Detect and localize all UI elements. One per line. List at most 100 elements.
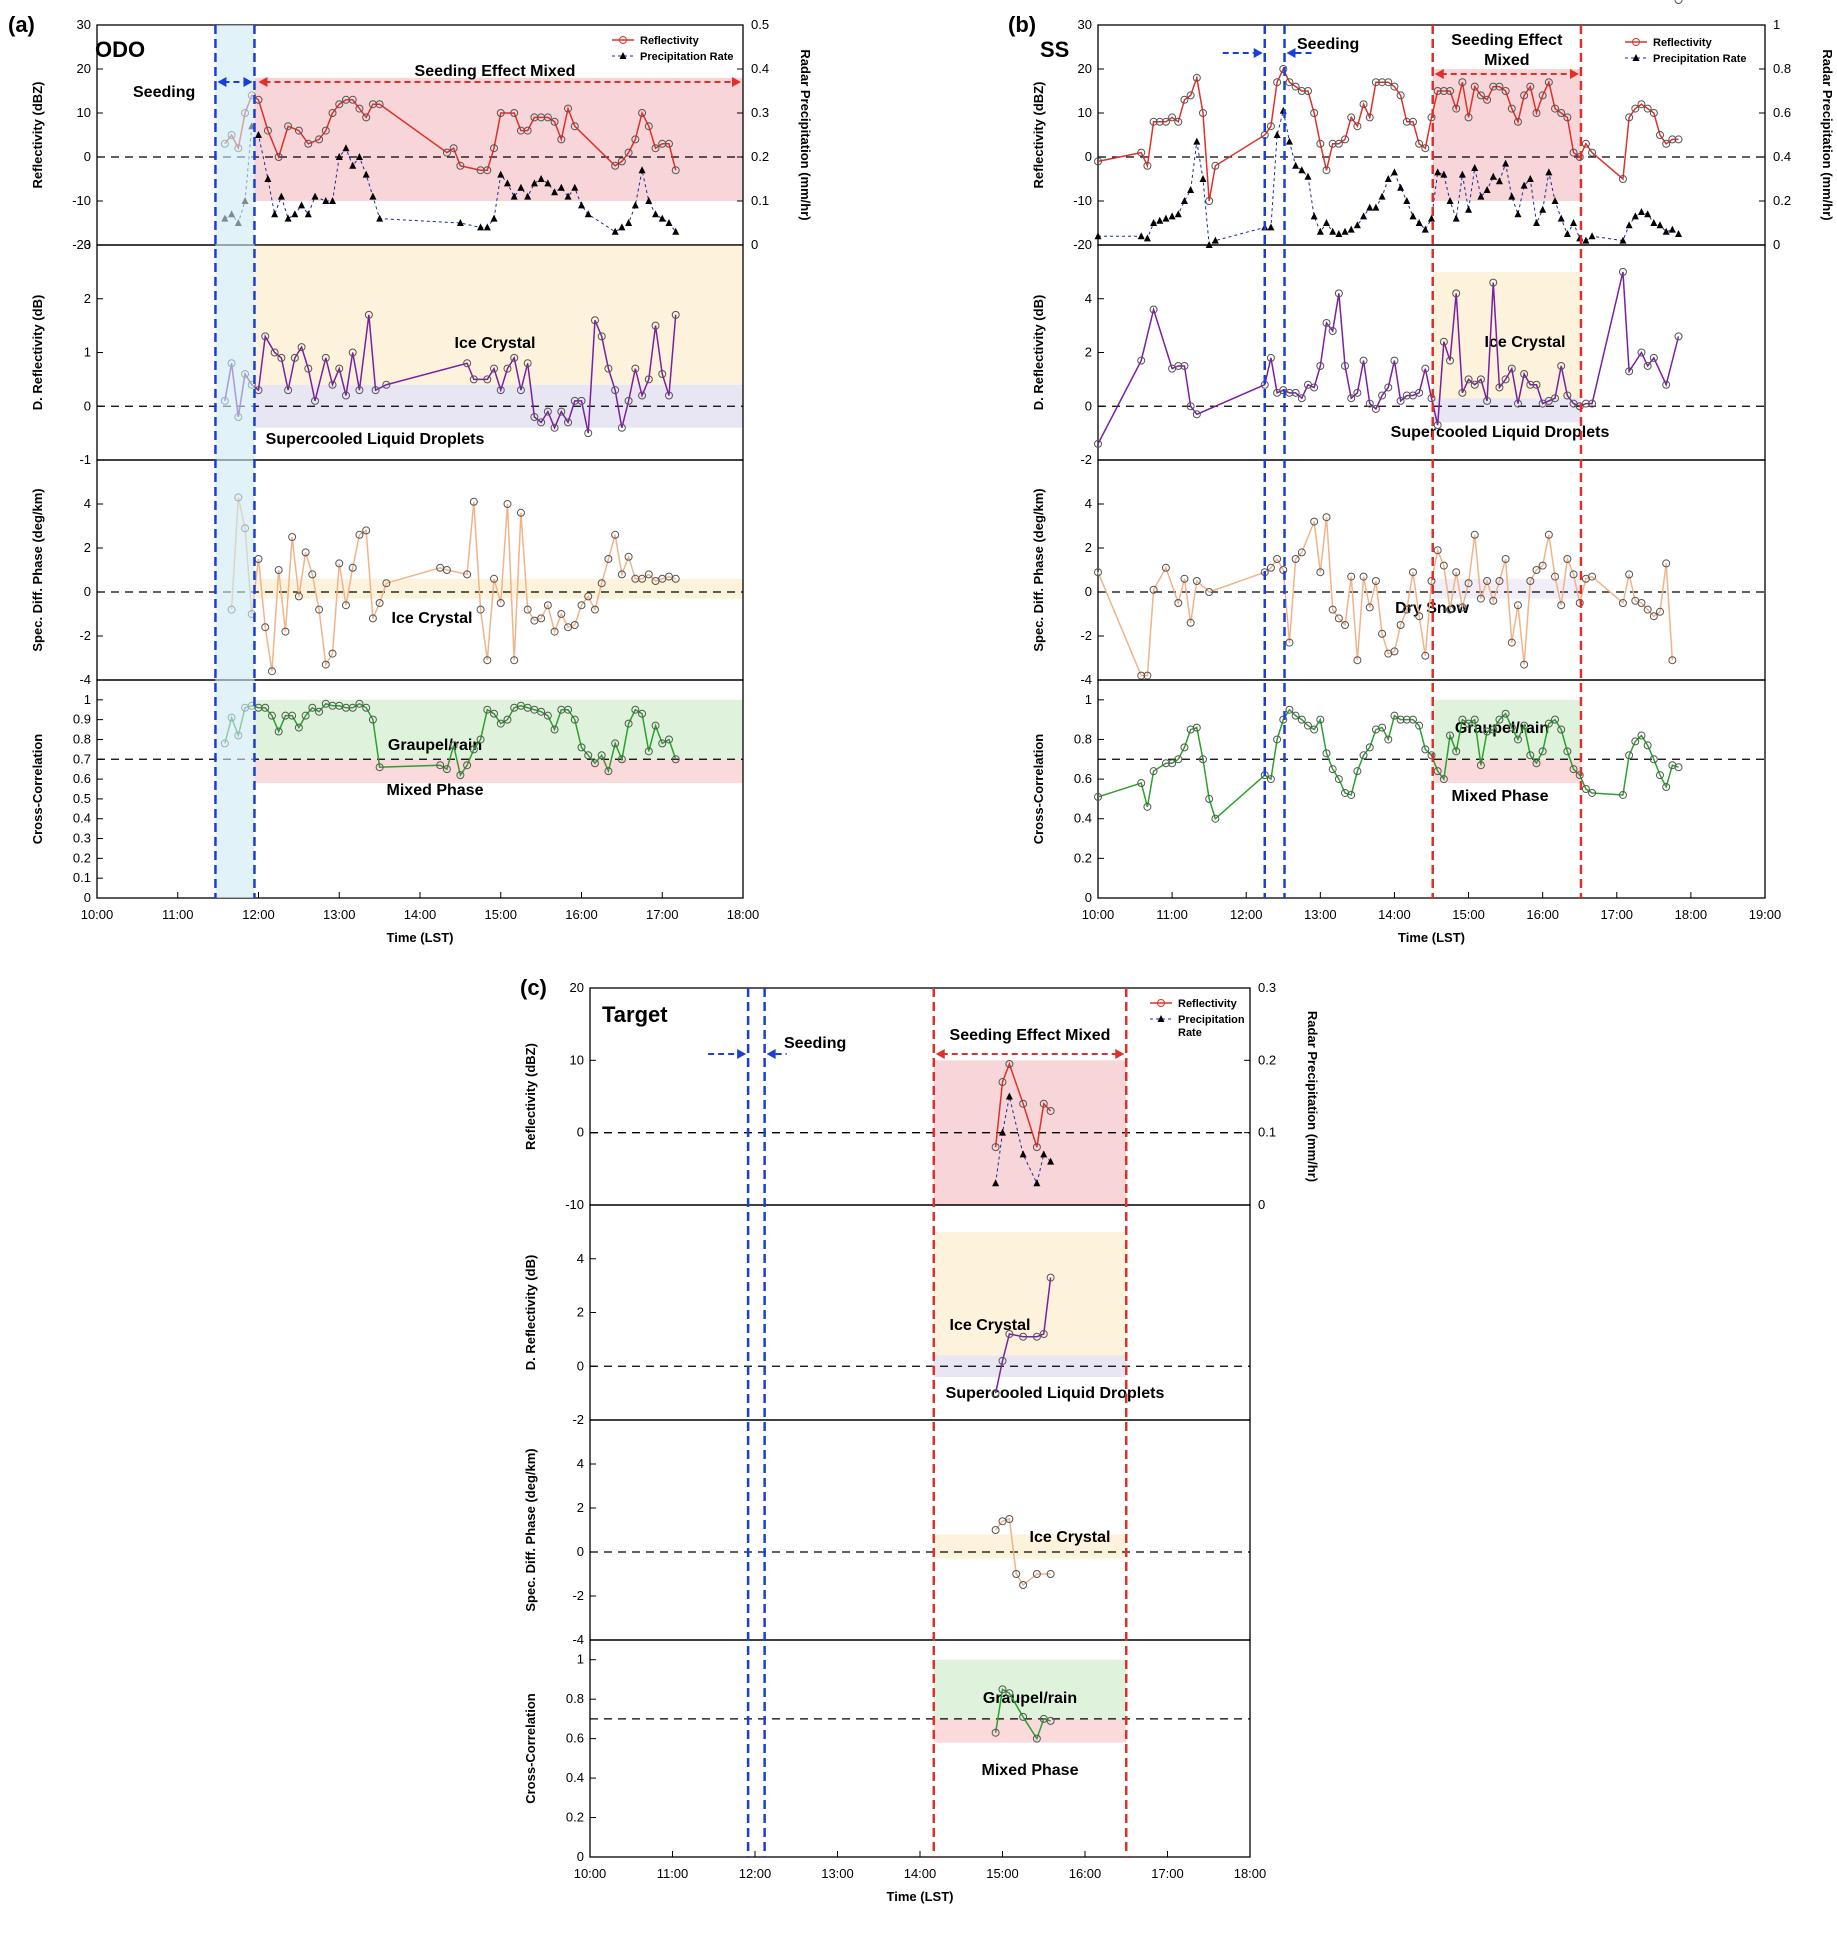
data-point: [584, 751, 593, 760]
data-point: [658, 739, 667, 748]
data-point: [991, 1728, 1000, 1737]
data-point: [1625, 221, 1633, 229]
subplot-2: 4 2 0 -2 -4 Spec. Diff. Phase (deg/km) Ice Cry…: [523, 1419, 1251, 1647]
data-point: [1390, 168, 1398, 176]
data-point: [1019, 1099, 1028, 1108]
data-point: [658, 214, 666, 222]
data-point: [1396, 621, 1405, 629]
data-point: [476, 735, 485, 744]
data-point: [274, 566, 283, 574]
data-point: [1378, 723, 1387, 732]
data-point: [1402, 605, 1411, 614]
data-point: [1211, 814, 1220, 823]
data-point: [1396, 91, 1405, 100]
data-point: [1094, 792, 1102, 801]
data-point: [604, 555, 613, 563]
seeding-arrow-head: [217, 77, 227, 87]
data-point: [1464, 579, 1473, 588]
zone-1: [1432, 398, 1581, 423]
y-tick-label: 4: [577, 1456, 584, 1471]
legend-marker-reflectivity: [1632, 38, 1640, 46]
data-point: [261, 332, 270, 341]
zone-label: Supercooled Liquid Droplets: [946, 1385, 1165, 1402]
data-point: [1137, 232, 1145, 240]
data-point: [1304, 172, 1312, 180]
y-tick-label: -2: [1080, 628, 1092, 643]
data-point: [570, 715, 579, 724]
data-point: [1040, 1150, 1048, 1158]
data-point: [335, 153, 343, 160]
data-point: [1032, 1734, 1041, 1743]
data-point: [1149, 767, 1158, 776]
data-point: [1538, 91, 1547, 100]
data-point: [1359, 751, 1368, 760]
zone-label: Ice Crystal: [950, 1317, 1031, 1334]
zone-0: [254, 245, 743, 385]
data-point: [590, 759, 599, 768]
data-point: [578, 201, 585, 209]
y-tick-label: 1: [84, 345, 91, 360]
y-tick-label: 0: [84, 149, 91, 164]
data-point: [1563, 391, 1572, 400]
effect-label: Seeding Effect Mixed: [950, 1027, 1111, 1044]
data-point: [1650, 219, 1658, 226]
data-point: [1520, 660, 1529, 669]
zone-label: Supercooled Liquid Droplets: [266, 431, 485, 448]
data-point: [1674, 135, 1683, 144]
data-point: [1532, 219, 1540, 226]
effect-arrow-head: [258, 77, 268, 87]
data-point: [1046, 1273, 1055, 1282]
y-tick-label: 0.4: [566, 1770, 584, 1785]
data-point: [537, 175, 545, 182]
data-point: [1532, 109, 1541, 117]
y-tick-label: 1: [577, 1652, 584, 1667]
data-point: [577, 601, 586, 610]
data-point: [1520, 91, 1529, 100]
data-point: [1649, 755, 1658, 764]
data-point: [341, 601, 350, 610]
data-point: [1384, 383, 1393, 392]
data-point: [651, 321, 660, 330]
legend-label: Reflectivity: [1653, 37, 1713, 49]
data-point: [362, 170, 370, 178]
legend-label: Precipitation Rate: [640, 51, 734, 63]
data-point: [270, 348, 279, 357]
y-axis-label: Cross-Correlation: [1031, 734, 1046, 845]
data-point: [638, 166, 646, 174]
data-point: [1328, 765, 1337, 774]
data-point: [1581, 139, 1590, 148]
data-point: [1495, 177, 1503, 185]
data-point: [1360, 212, 1368, 220]
data-point: [1557, 361, 1566, 370]
data-point: [1174, 361, 1183, 370]
data-point: [382, 380, 391, 389]
data-point: [476, 605, 485, 614]
effect-arrow-head: [935, 1049, 945, 1059]
data-point: [1310, 383, 1319, 392]
data-point: [1544, 78, 1553, 87]
data-point: [1588, 572, 1597, 581]
seeding-arrow-head: [243, 77, 253, 87]
data-point: [1019, 1150, 1027, 1158]
y-tick-label: 2: [577, 1305, 584, 1320]
data-point: [1365, 399, 1374, 408]
data-point: [304, 210, 312, 218]
data-point: [1005, 1515, 1014, 1523]
data-point: [1198, 755, 1207, 764]
data-point: [1625, 570, 1634, 579]
data-point: [1464, 719, 1473, 728]
data-point: [1588, 148, 1597, 157]
data-point: [1483, 186, 1491, 193]
data-point: [449, 741, 458, 750]
data-point: [1192, 723, 1201, 732]
data-point: [1618, 175, 1627, 183]
data-point: [1489, 82, 1498, 91]
data-point: [1266, 775, 1275, 784]
y-tick-label: 2: [84, 291, 91, 306]
data-point: [1328, 327, 1337, 335]
data-point: [1186, 618, 1195, 627]
data-point: [503, 715, 512, 724]
data-point: [1094, 568, 1102, 577]
data-point: [1656, 771, 1665, 780]
y2-axis-label: Radar Precipitation (mm/hr): [1305, 1011, 1320, 1182]
